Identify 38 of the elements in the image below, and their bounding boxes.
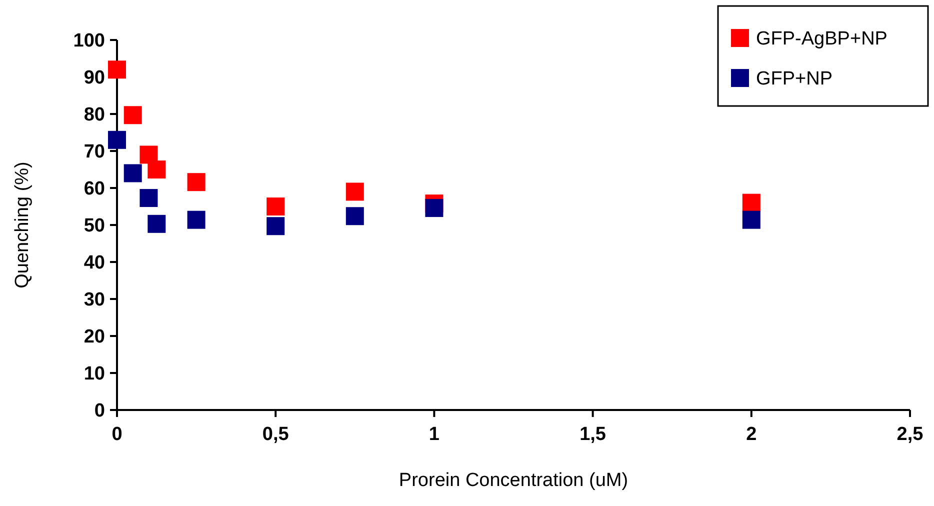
x-tick-label: 0,5 <box>262 424 290 445</box>
point <box>742 210 760 229</box>
point <box>124 164 142 182</box>
y-tick-label: 70 <box>84 142 105 163</box>
y-tick-label: 40 <box>84 252 105 274</box>
point <box>108 130 126 149</box>
legend-label: GFP-AgBP+NP <box>756 28 888 50</box>
point <box>346 182 364 201</box>
point <box>425 198 444 217</box>
y-tick-label: 90 <box>84 68 105 89</box>
point <box>140 188 158 207</box>
point <box>187 173 206 192</box>
x-tick-label: 0 <box>112 424 122 445</box>
y-tick-label: 10 <box>84 364 105 385</box>
y-tick-label: 20 <box>84 326 105 348</box>
y-tick-label: 50 <box>84 216 105 237</box>
x-axis-title: Prorein Concentration (uM) <box>398 470 628 491</box>
point <box>140 146 158 164</box>
y-tick-label: 30 <box>84 290 105 311</box>
point <box>108 60 126 79</box>
y-tick-label: 80 <box>84 104 105 126</box>
point <box>124 106 142 124</box>
point <box>266 217 285 236</box>
y-tick-label: 60 <box>84 178 105 200</box>
legend-label: GFP+NP <box>756 68 833 90</box>
point <box>266 198 285 216</box>
point <box>148 214 166 233</box>
y-tick-label: 0 <box>94 400 105 422</box>
x-tick-label: 1 <box>428 424 440 445</box>
point <box>148 160 166 178</box>
point <box>187 210 206 229</box>
point <box>346 207 364 226</box>
y-tick-label: 100 <box>73 30 105 52</box>
y-axis-title: Quenching (%) <box>12 162 33 288</box>
point <box>742 194 760 212</box>
x-tick-label: 1,5 <box>580 424 606 445</box>
x-tick-label: 2,5 <box>896 424 924 445</box>
x-tick-label: 2 <box>746 424 757 445</box>
